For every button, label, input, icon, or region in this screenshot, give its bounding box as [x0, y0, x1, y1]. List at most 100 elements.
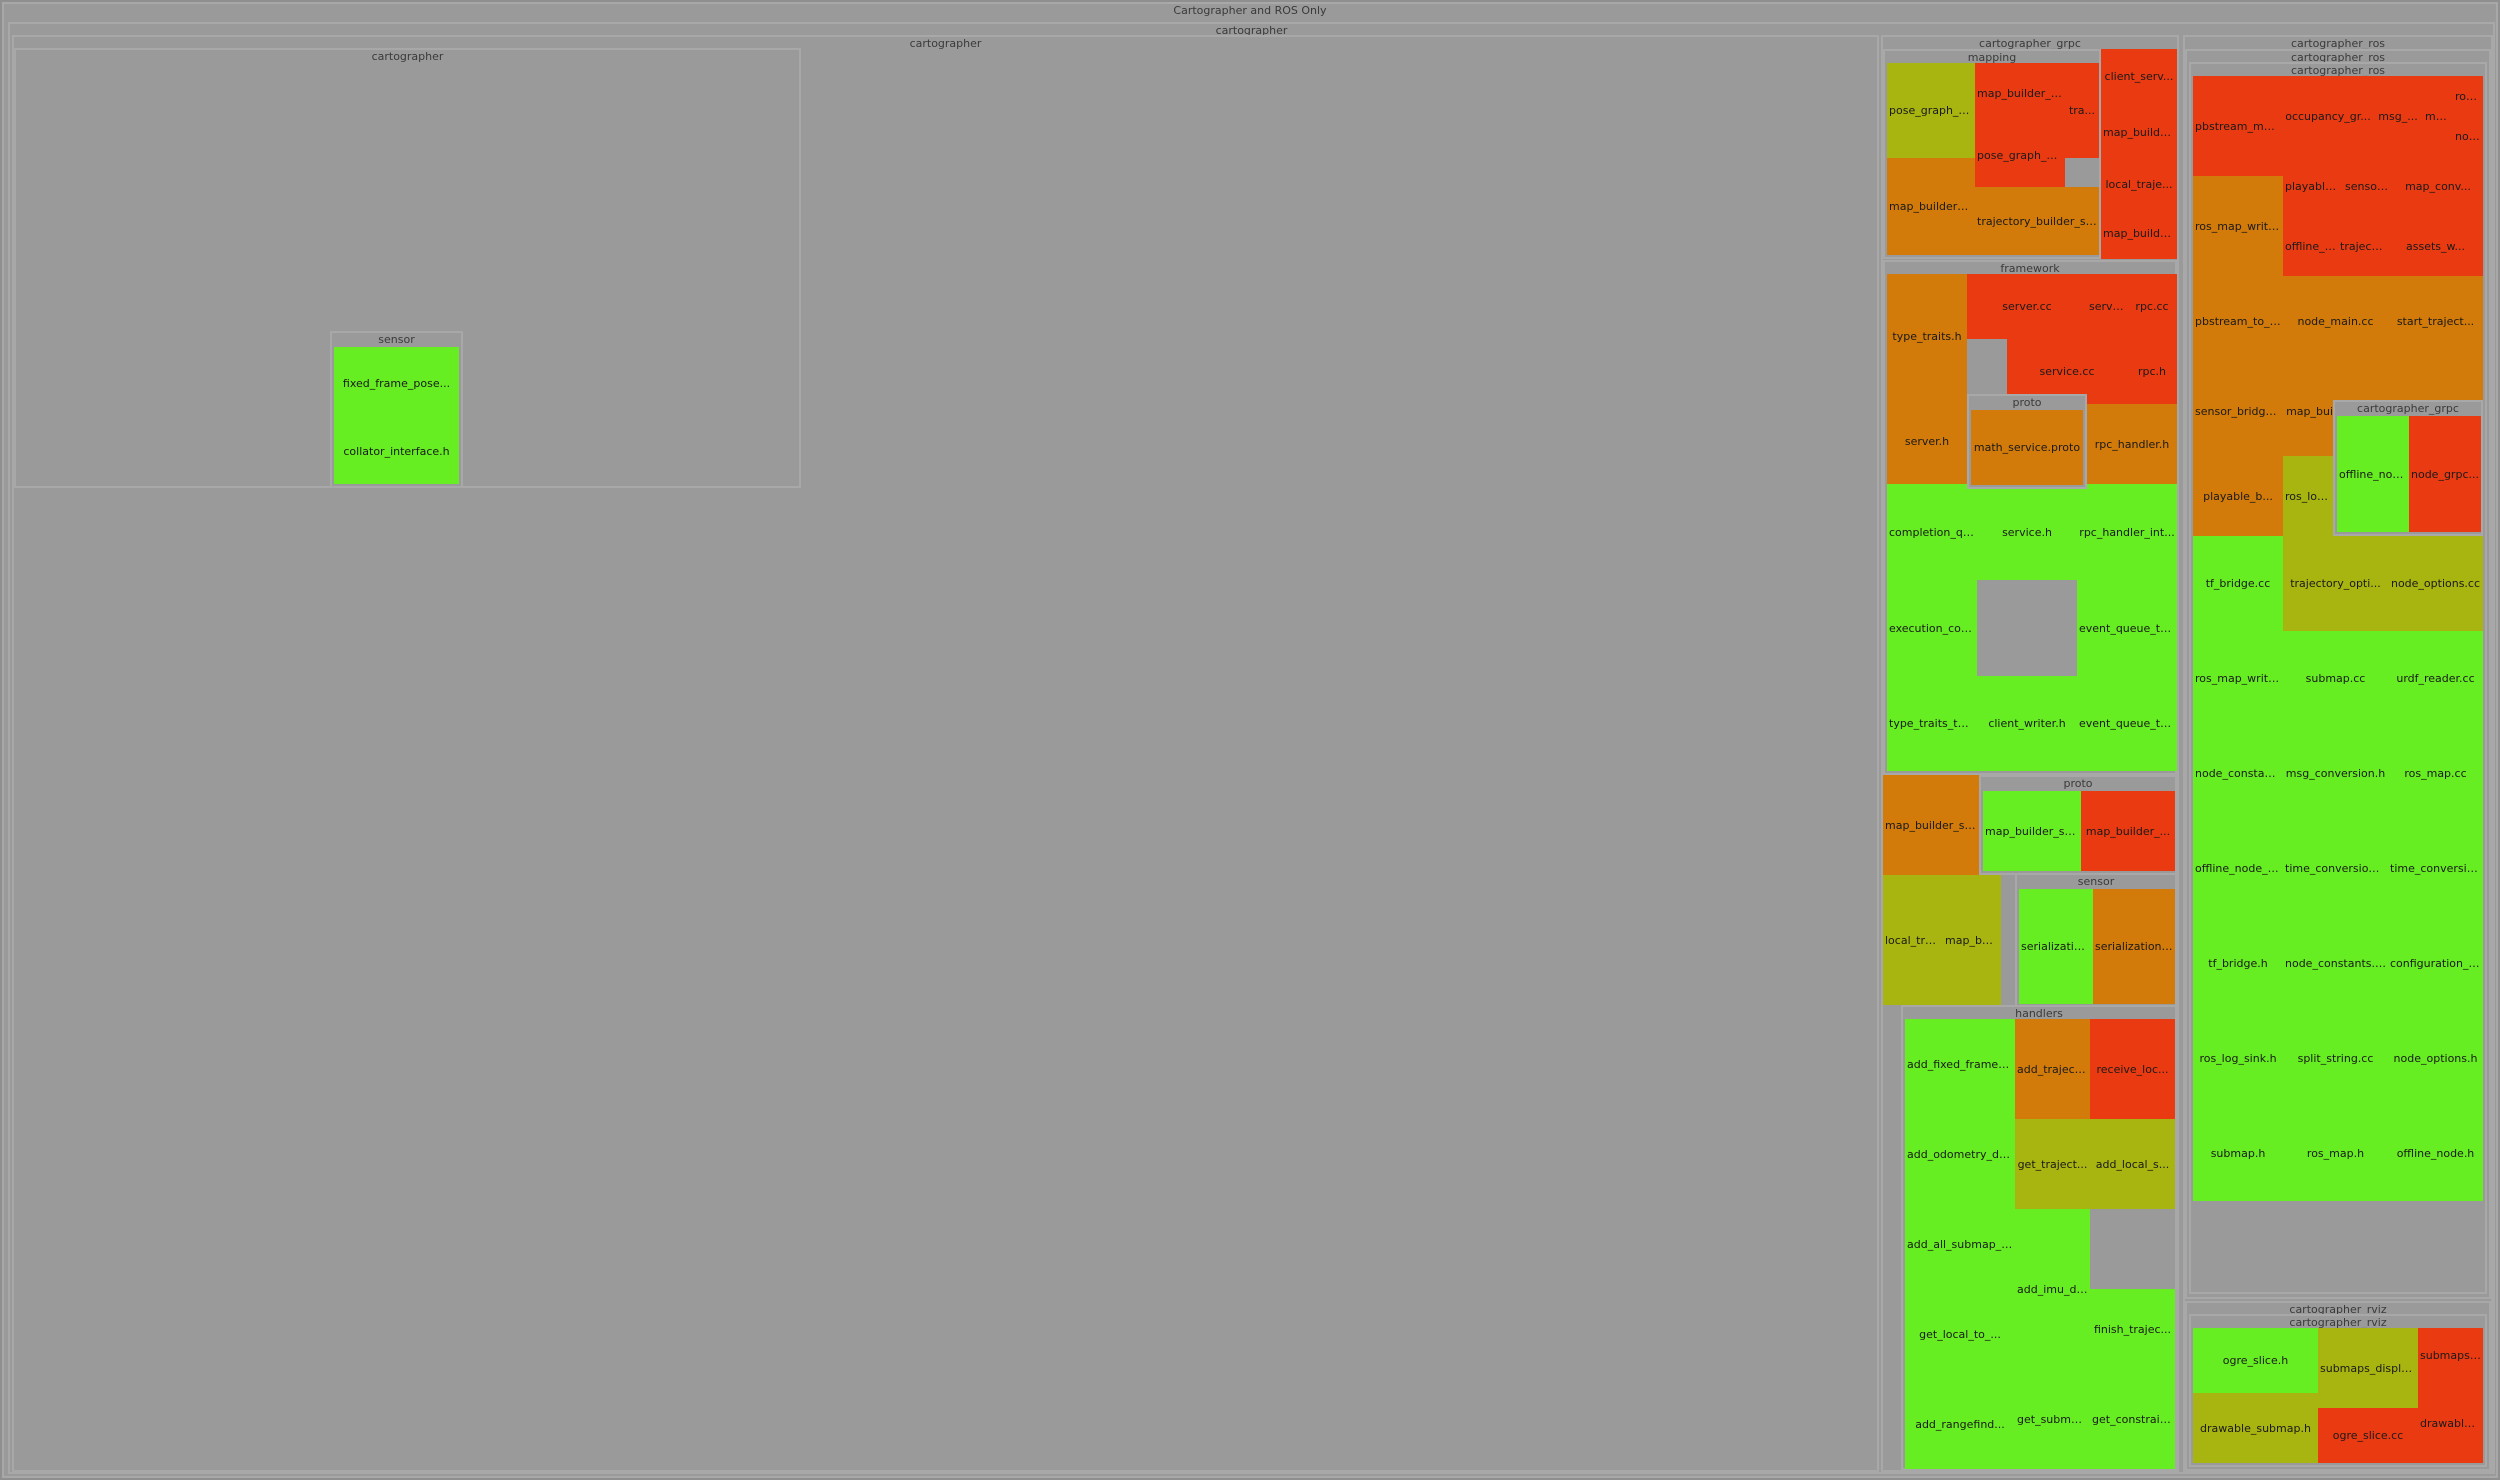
file-cell[interactable]: pose_graph_stu... [1975, 123, 2065, 187]
file-cell[interactable]: get_local_to_... [1905, 1289, 2015, 1379]
file-cell[interactable]: completion_queu... [1887, 484, 1977, 580]
file-cell[interactable]: execution_conte... [1887, 580, 1977, 676]
file-cell[interactable]: pbstream_map_... [2193, 76, 2283, 176]
file-cell[interactable]: assets_w... [2388, 216, 2483, 276]
file-cell[interactable]: configuration_f... [2388, 916, 2483, 1011]
file-cell[interactable]: add_odometry_data_... [1905, 1109, 2015, 1199]
file-cell[interactable]: get_traject... [2015, 1119, 2090, 1209]
file-cell[interactable]: map_builder... [2101, 208, 2177, 259]
file-cell[interactable]: serve... [2087, 274, 2127, 339]
file-cell[interactable]: service.h [1977, 484, 2077, 580]
file-cell[interactable]: add_rangefind... [1905, 1379, 2015, 1469]
file-cell[interactable]: split_string.cc [2283, 1011, 2388, 1106]
file-cell[interactable]: node_constants.cc [2283, 916, 2388, 1011]
file-cell[interactable]: map_builder_ser... [1883, 775, 1979, 875]
file-cell[interactable]: tf_bridge.h [2193, 916, 2283, 1011]
file-cell[interactable]: submap.cc [2283, 631, 2388, 726]
file-cell[interactable]: receive_loc... [2090, 1019, 2175, 1119]
file-cell[interactable]: map_builder_st... [1975, 63, 2065, 123]
file-cell[interactable]: ros_map.cc [2388, 726, 2483, 821]
file-cell[interactable]: submaps_... [2418, 1328, 2483, 1383]
file-cell[interactable]: serialization.cc [2093, 889, 2175, 1004]
file-cell[interactable]: map_builder... [2101, 104, 2177, 160]
file-cell[interactable]: offline_node_ma... [2193, 821, 2283, 916]
file-cell[interactable]: ros_log_sink.h [2193, 1011, 2283, 1106]
file-cell[interactable]: pbstream_to_ro... [2193, 276, 2283, 366]
file-cell[interactable]: map_builder_st... [1887, 158, 1975, 255]
file-cell[interactable]: node_constants.h [2193, 726, 2283, 821]
file-cell[interactable]: event_queue_thr... [2077, 580, 2177, 676]
file-cell[interactable]: server.h [1887, 399, 1967, 484]
file-cell[interactable]: time_conversion.cc [2283, 821, 2388, 916]
file-cell[interactable]: sensor_bridge.h [2193, 366, 2283, 456]
file-cell[interactable]: collator_interface.h [334, 419, 459, 484]
file-cell[interactable]: rpc.h [2127, 339, 2177, 404]
file-cell[interactable]: event_queue_thr... [2077, 676, 2177, 771]
file-cell[interactable]: msg_... [2373, 76, 2423, 156]
file-cell[interactable]: add_imu_data_... [2015, 1209, 2090, 1369]
file-cell[interactable]: playable_b... [2193, 456, 2283, 536]
file-cell[interactable]: fixed_frame_pose... [334, 347, 459, 419]
file-cell[interactable]: get_constrain... [2090, 1369, 2175, 1469]
file-cell[interactable]: add_all_submap_pos... [1905, 1199, 2015, 1289]
file-cell[interactable]: add_local_s... [2090, 1119, 2175, 1209]
file-cell[interactable]: node_main.cc [2283, 276, 2388, 366]
file-cell[interactable]: node.cc [2453, 116, 2483, 156]
file-cell[interactable]: map_builder_... [2081, 791, 2175, 871]
file-cell[interactable]: get_submap_ha... [2015, 1369, 2090, 1469]
file-cell[interactable]: tra... [2065, 63, 2099, 158]
file-cell[interactable]: client_serv... [2101, 49, 2177, 104]
file-cell[interactable]: type_traits_test.cc [1887, 676, 1977, 771]
file-cell[interactable]: drawable_submap.h [2193, 1393, 2318, 1463]
file-cell[interactable]: pose_graph_stu... [1887, 63, 1975, 158]
file-cell[interactable]: offline_node.cc [2283, 216, 2338, 276]
file-cell[interactable]: server.cc [1967, 274, 2087, 339]
file-cell[interactable]: rpc_handler.h [2087, 404, 2177, 484]
file-cell[interactable]: finish_trajec... [2090, 1289, 2175, 1369]
file-cell[interactable]: client_writer.h [1977, 676, 2077, 771]
file-cell[interactable]: time_conversion... [2388, 821, 2483, 916]
file-cell[interactable]: ros_map_writin... [2193, 176, 2283, 276]
file-cell[interactable]: playable_bag.cc [2283, 156, 2343, 216]
file-cell[interactable]: rosbag... [2453, 76, 2483, 116]
file-cell[interactable]: map_builder_serve... [1983, 791, 2081, 871]
file-cell[interactable]: submap.h [2193, 1106, 2283, 1201]
file-name: playable_b... [2203, 489, 2273, 503]
file-cell[interactable]: map_builde... [1943, 875, 2001, 1005]
file-cell[interactable]: urdf_reader.cc [2388, 631, 2483, 726]
file-cell[interactable]: drawable... [2418, 1383, 2483, 1463]
file-name: server.cc [2002, 300, 2052, 313]
file-cell[interactable]: math_service.proto [1971, 410, 2083, 485]
file-cell[interactable]: local_traje... [2101, 160, 2177, 208]
file-cell[interactable]: trajectory_opti... [2283, 536, 2388, 631]
file-cell[interactable]: offline_nod... [2337, 416, 2409, 532]
file-cell[interactable]: rpc_handler_int... [2077, 484, 2177, 580]
file-cell[interactable]: add_traject... [2015, 1019, 2090, 1119]
file-cell[interactable]: trajectory_builder_stub.h [1975, 187, 2099, 255]
file-cell[interactable]: add_fixed_frame_po... [1905, 1019, 2015, 1109]
file-cell[interactable]: serialization.h [2019, 889, 2093, 1004]
file-name: submaps_display.h [2320, 1361, 2418, 1375]
file-cell[interactable]: node_options.cc [2388, 536, 2483, 631]
file-cell[interactable]: occupancy_gr... [2283, 76, 2373, 156]
file-cell[interactable]: offline_node.h [2388, 1106, 2483, 1201]
file-cell[interactable]: ros_log_si... [2283, 456, 2333, 536]
file-cell[interactable]: local_traj... [1883, 875, 1943, 1005]
file-cell[interactable]: ros_map_writing... [2193, 631, 2283, 726]
file-cell[interactable]: ogre_slice.cc [2318, 1408, 2418, 1463]
file-cell[interactable]: map_conv... [2393, 156, 2483, 216]
file-cell[interactable]: start_traject... [2388, 276, 2483, 366]
file-cell[interactable]: trajector... [2338, 216, 2388, 276]
file-cell[interactable]: type_traits.h [1887, 274, 1967, 399]
file-cell[interactable]: service.cc [2007, 339, 2127, 404]
file-cell[interactable]: ogre_slice.h [2193, 1328, 2318, 1393]
file-cell[interactable]: tf_bridge.cc [2193, 536, 2283, 631]
file-cell[interactable]: map... [2423, 76, 2453, 156]
file-cell[interactable]: node_grpc... [2409, 416, 2481, 532]
file-cell[interactable]: msg_conversion.h [2283, 726, 2388, 821]
file-cell[interactable]: sensor_b... [2343, 156, 2393, 216]
file-cell[interactable]: ros_map.h [2283, 1106, 2388, 1201]
file-cell[interactable]: submaps_display.h [2318, 1328, 2418, 1408]
file-cell[interactable]: node_options.h [2388, 1011, 2483, 1106]
file-cell[interactable]: rpc.cc [2127, 274, 2177, 339]
